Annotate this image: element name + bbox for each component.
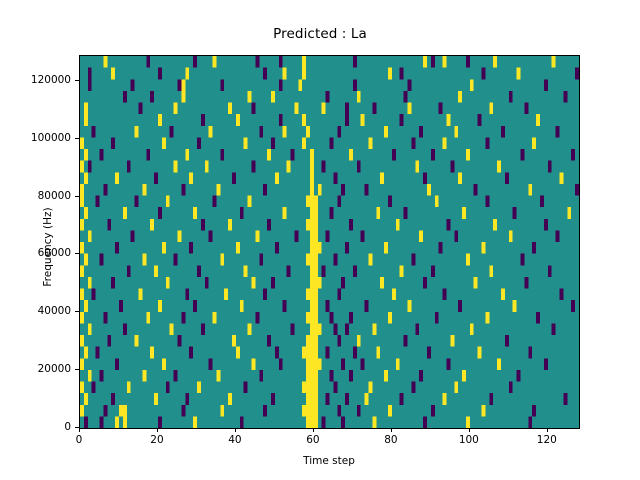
y-tick-mark bbox=[75, 79, 79, 81]
heatmap-canvas bbox=[80, 56, 579, 428]
y-tick-label: 20000 bbox=[37, 363, 71, 376]
y-tick-label: 100000 bbox=[30, 131, 71, 144]
x-tick-label: 40 bbox=[228, 434, 242, 446]
x-tick-label: 80 bbox=[384, 434, 398, 446]
y-tick-label: 120000 bbox=[30, 73, 71, 86]
y-tick-label: 40000 bbox=[37, 305, 71, 318]
x-tick-mark bbox=[156, 428, 158, 432]
x-tick-mark bbox=[234, 428, 236, 432]
x-axis-label: Time step bbox=[303, 455, 355, 467]
y-tick-label: 0 bbox=[64, 421, 71, 433]
x-tick-label: 100 bbox=[458, 434, 479, 446]
x-tick-mark bbox=[390, 428, 392, 432]
y-tick-label: 60000 bbox=[37, 247, 71, 260]
x-tick-mark bbox=[468, 428, 470, 432]
x-tick-mark bbox=[546, 428, 548, 432]
y-tick-mark bbox=[75, 427, 79, 428]
x-tick-label: 20 bbox=[150, 434, 164, 446]
page-title: Predicted : La bbox=[273, 26, 367, 42]
x-tick-label: 120 bbox=[536, 434, 557, 446]
y-tick-mark bbox=[75, 137, 79, 139]
y-axis-label: Frequency (Hz) bbox=[42, 207, 54, 287]
x-tick-mark bbox=[312, 428, 314, 432]
y-tick-mark bbox=[75, 369, 79, 371]
x-tick-mark bbox=[79, 428, 80, 432]
y-tick-mark bbox=[75, 195, 79, 197]
y-tick-mark bbox=[75, 253, 79, 255]
y-tick-mark bbox=[75, 311, 79, 313]
x-tick-label: 60 bbox=[306, 434, 320, 446]
y-tick-label: 80000 bbox=[37, 189, 71, 202]
heatmap-plot-area bbox=[79, 55, 580, 429]
x-tick-label: 0 bbox=[75, 434, 83, 446]
